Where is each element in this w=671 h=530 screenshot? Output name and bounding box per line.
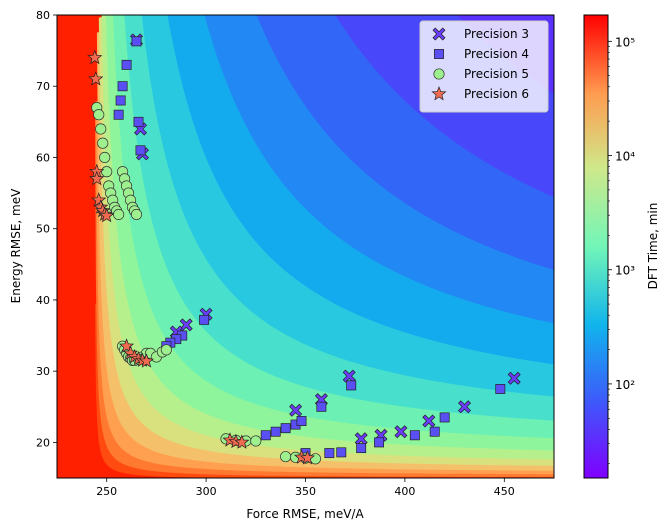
legend-marker-circle xyxy=(433,68,445,80)
x-axis-ticks: 250 300 350 400 450 xyxy=(96,478,515,498)
colorbar-ticks: 10² 10³ 10⁴ 10⁵ xyxy=(608,35,635,465)
legend-marker-star xyxy=(431,86,447,101)
point-square xyxy=(121,59,132,70)
point-star xyxy=(138,353,155,368)
point-square xyxy=(356,443,367,454)
point-circle xyxy=(95,123,107,135)
point-x xyxy=(458,400,471,414)
series-square xyxy=(113,36,506,459)
point-circle xyxy=(93,109,105,121)
y-axis-label: Energy RMSE, meV xyxy=(9,188,23,303)
series-star xyxy=(87,49,316,465)
point-square xyxy=(131,36,142,47)
y-tick-label: 50 xyxy=(36,223,50,236)
point-square xyxy=(199,314,210,325)
y-axis-ticks: 20 30 40 50 60 70 80 xyxy=(36,9,57,449)
point-x xyxy=(354,432,368,446)
scatter-markers xyxy=(87,33,521,465)
colorbar-gradient xyxy=(583,14,609,479)
x-tick-label: 250 xyxy=(96,485,117,498)
colorbar-tick-label: 10⁵ xyxy=(615,35,635,49)
x-tick-label: 300 xyxy=(196,485,217,498)
colorbar: 10² 10³ 10⁴ 10⁵ DFT Time, min xyxy=(583,14,660,479)
point-circle xyxy=(160,344,172,356)
point-x xyxy=(289,403,303,417)
x-axis-label: Force RMSE, meV/A xyxy=(246,507,364,521)
point-circle xyxy=(309,453,321,465)
point-circle xyxy=(250,435,262,447)
point-star xyxy=(118,338,135,353)
point-star xyxy=(99,207,115,223)
legend-label: Precision 5 xyxy=(464,67,529,81)
legend: Precision 3 Precision 4 Precision 5 Precisi… xyxy=(419,20,549,113)
point-square xyxy=(296,416,307,426)
colorbar-label: DFT Time, min xyxy=(646,203,660,290)
point-circle xyxy=(113,208,125,220)
legend-box xyxy=(419,20,549,113)
point-square xyxy=(346,380,357,391)
point-x xyxy=(342,369,356,383)
point-square xyxy=(135,145,146,156)
y-tick-label: 60 xyxy=(36,151,50,164)
point-x xyxy=(394,425,408,439)
point-square xyxy=(429,426,440,437)
point-star xyxy=(234,434,250,449)
legend-marker-x xyxy=(432,27,446,41)
legend-label: Precision 4 xyxy=(464,47,529,61)
point-x xyxy=(422,414,436,428)
colorbar-tick-label: 10² xyxy=(615,378,635,392)
point-square xyxy=(374,437,385,448)
point-square xyxy=(133,116,144,127)
y-tick-label: 30 xyxy=(36,365,50,378)
point-square xyxy=(117,81,128,92)
point-star xyxy=(299,450,316,465)
y-tick-label: 20 xyxy=(36,436,50,449)
x-tick-label: 350 xyxy=(295,485,316,498)
point-square xyxy=(316,401,327,412)
point-star xyxy=(89,170,105,186)
point-circle xyxy=(101,166,113,178)
point-square xyxy=(280,423,291,434)
point-square xyxy=(113,109,124,120)
point-circle xyxy=(97,137,109,149)
legend-label: Precision 3 xyxy=(464,27,529,41)
point-star xyxy=(91,192,107,207)
x-tick-label: 450 xyxy=(494,485,515,498)
y-tick-label: 70 xyxy=(36,80,50,93)
legend-label: Precision 6 xyxy=(464,87,529,101)
y-tick-label: 80 xyxy=(36,9,50,22)
point-square xyxy=(324,448,335,459)
point-x xyxy=(507,371,521,385)
point-star xyxy=(88,71,104,86)
point-square xyxy=(409,430,420,441)
point-square xyxy=(115,95,126,106)
point-star xyxy=(87,49,103,65)
point-circle xyxy=(99,151,111,164)
point-square xyxy=(270,426,281,437)
point-square xyxy=(495,384,506,394)
point-square xyxy=(439,412,450,423)
colorbar-tick-label: 10⁴ xyxy=(615,150,635,164)
x-tick-label: 400 xyxy=(394,485,415,498)
point-circle xyxy=(280,451,292,463)
colorbar-tick-label: 10³ xyxy=(615,264,635,278)
point-circle xyxy=(130,208,143,220)
point-square xyxy=(260,430,271,441)
y-tick-label: 40 xyxy=(36,294,50,307)
legend-marker-square xyxy=(434,49,444,59)
point-square xyxy=(336,447,347,458)
